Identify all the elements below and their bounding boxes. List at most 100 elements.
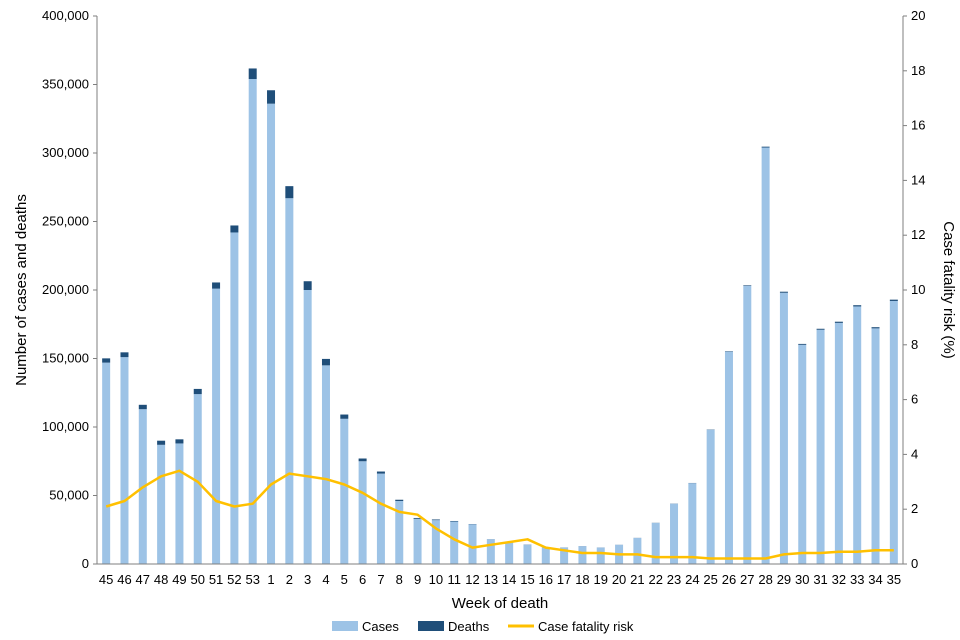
left-tick-label: 350,000 <box>42 77 89 92</box>
bar-cases-week-21 <box>633 537 642 564</box>
x-tick-label: 8 <box>396 572 403 587</box>
x-tick-label: 4 <box>322 572 329 587</box>
right-tick-label: 2 <box>911 501 918 516</box>
left-axis-ticks: 0 50,000 100,000 150,000 200,000 250,000 300,0… <box>42 8 97 571</box>
legend-label-cfr: Case fatality risk <box>538 619 634 634</box>
bar-cases-week-11 <box>450 521 459 564</box>
bar-cases-week-34 <box>871 328 880 564</box>
bar-cases-week-49 <box>175 443 184 564</box>
bar-cases-week-53 <box>248 79 257 565</box>
bar-cases-week-46 <box>120 357 129 564</box>
bar-deaths-week-4 <box>321 358 330 366</box>
x-tick-label: 6 <box>359 572 366 587</box>
x-tick-label: 25 <box>703 572 717 587</box>
bar-deaths-week-29 <box>779 291 788 293</box>
bar-deaths-week-30 <box>798 343 807 345</box>
bar-cases-week-9 <box>413 518 422 564</box>
right-tick-label: 20 <box>911 8 925 23</box>
bar-cases-week-12 <box>468 524 477 564</box>
bar-deaths-week-11 <box>450 520 459 522</box>
right-tick-label: 8 <box>911 337 918 352</box>
bar-deaths-week-8 <box>395 499 404 501</box>
bar-cases-week-7 <box>376 473 385 564</box>
bar-deaths-week-47 <box>138 404 147 410</box>
left-tick-label: 50,000 <box>49 488 89 503</box>
legend: Cases Deaths Case fatality risk <box>332 619 634 634</box>
x-tick-label: 32 <box>832 572 846 587</box>
bar-cases-week-17 <box>560 547 569 564</box>
left-tick-label: 0 <box>82 556 89 571</box>
bar-cases-week-28 <box>761 147 770 564</box>
bar-cases-week-27 <box>743 285 752 564</box>
x-tick-label: 26 <box>722 572 736 587</box>
x-tick-label: 7 <box>377 572 384 587</box>
x-tick-label: 17 <box>557 572 571 587</box>
bar-cases-week-24 <box>688 483 697 564</box>
right-tick-label: 12 <box>911 227 925 242</box>
x-tick-label: 3 <box>304 572 311 587</box>
bar-deaths-week-2 <box>285 186 294 199</box>
x-tick-label: 9 <box>414 572 421 587</box>
bar-deaths-week-34 <box>871 327 880 329</box>
bar-deaths-week-50 <box>193 388 202 395</box>
bar-deaths-week-35 <box>889 299 898 301</box>
bar-cases-week-13 <box>486 539 495 564</box>
right-axis-ticks: 0 2 4 6 8 10 12 14 16 18 20 <box>903 8 925 571</box>
bar-cases-week-22 <box>651 522 660 564</box>
x-tick-label: 31 <box>813 572 827 587</box>
bar-deaths-week-5 <box>340 414 349 419</box>
x-tick-label: 5 <box>341 572 348 587</box>
bar-cases-week-2 <box>285 198 294 564</box>
x-tick-label: 35 <box>887 572 901 587</box>
bar-cases-week-33 <box>853 306 862 564</box>
bar-cases-week-26 <box>724 351 733 564</box>
bar-deaths-week-31 <box>816 328 825 330</box>
left-tick-label: 300,000 <box>42 145 89 160</box>
x-tick-label: 34 <box>868 572 882 587</box>
right-tick-label: 14 <box>911 172 925 187</box>
bar-cases-week-52 <box>230 232 239 564</box>
x-tick-label: 22 <box>648 572 662 587</box>
x-tick-label: 19 <box>594 572 608 587</box>
x-axis-ticks: 45 46 47 48 49 50 51 52 53 1 2 3 4 5 6 7 8 9 10 11 12 13 14 15 1… <box>99 572 901 587</box>
x-tick-label: 30 <box>795 572 809 587</box>
x-tick-label: 11 <box>447 572 461 587</box>
x-tick-label: 45 <box>99 572 113 587</box>
bar-cases-week-16 <box>541 547 550 564</box>
bar-deaths-week-7 <box>376 471 385 474</box>
x-axis-title: Week of death <box>452 595 548 612</box>
bar-deaths-week-10 <box>431 519 440 521</box>
left-tick-label: 250,000 <box>42 214 89 229</box>
bar-deaths-week-33 <box>853 305 862 307</box>
bar-cases-week-8 <box>395 500 404 564</box>
line-case-fatality-risk <box>105 469 894 560</box>
y-axis-left-title: Number of cases and deaths <box>13 194 30 386</box>
x-tick-label: 21 <box>630 572 644 587</box>
right-tick-label: 6 <box>911 392 918 407</box>
bar-cases-week-3 <box>303 290 312 564</box>
left-tick-label: 100,000 <box>42 419 89 434</box>
bar-cases-week-18 <box>578 546 587 564</box>
x-tick-label: 13 <box>484 572 498 587</box>
bar-cases-week-15 <box>523 544 532 564</box>
bar-deaths-week-1 <box>267 90 276 104</box>
right-tick-label: 10 <box>911 282 925 297</box>
bar-deaths-week-46 <box>120 352 129 358</box>
x-tick-label: 15 <box>520 572 534 587</box>
bars-layer <box>102 68 898 565</box>
x-tick-label: 14 <box>502 572 516 587</box>
x-tick-label: 12 <box>465 572 479 587</box>
x-tick-label: 18 <box>575 572 589 587</box>
x-tick-label: 29 <box>777 572 791 587</box>
x-tick-label: 10 <box>429 572 443 587</box>
bar-cases-week-6 <box>358 461 367 564</box>
legend-swatch-cases <box>332 621 358 631</box>
x-tick-label: 48 <box>154 572 168 587</box>
x-tick-label: 2 <box>286 572 293 587</box>
right-tick-label: 4 <box>911 446 918 461</box>
x-tick-label: 24 <box>685 572 699 587</box>
bar-cases-week-51 <box>212 288 221 564</box>
bar-cases-week-19 <box>596 547 605 564</box>
bar-deaths-week-3 <box>303 281 312 290</box>
bar-cases-week-29 <box>779 292 788 564</box>
